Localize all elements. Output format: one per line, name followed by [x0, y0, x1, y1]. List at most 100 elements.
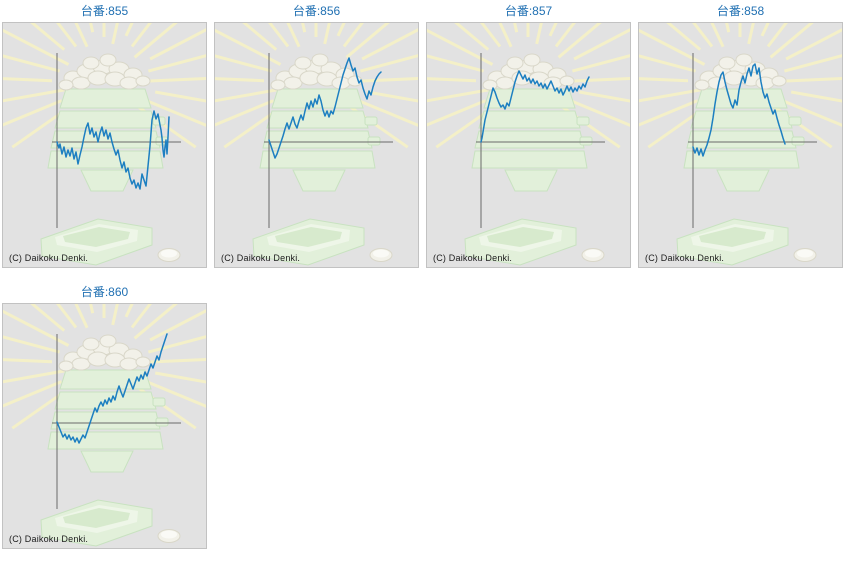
ball-pile — [270, 53, 363, 91]
light-ray — [639, 99, 699, 127]
light-ray — [760, 23, 770, 37]
light-ray — [498, 23, 513, 48]
light-ray — [639, 54, 696, 73]
machine-chart-panel: (C) Daikoku Denki. — [214, 22, 419, 268]
light-ray — [361, 28, 418, 61]
light-ray — [11, 111, 63, 149]
light-ray — [154, 371, 206, 384]
light-ray — [3, 77, 53, 83]
light-ray — [769, 23, 814, 59]
light-ray — [573, 28, 630, 61]
light-ray — [790, 90, 842, 103]
chart-line — [56, 333, 168, 444]
rays — [427, 23, 630, 149]
light-ray — [535, 23, 543, 45]
light-ray — [215, 99, 275, 127]
light-ray — [56, 304, 78, 329]
panel-title[interactable]: 台番:857 — [504, 4, 553, 18]
light-ray — [666, 23, 702, 51]
machine-chart-cell: 台番:855 — [2, 3, 207, 268]
light-ray — [143, 358, 206, 364]
light-ray — [145, 99, 206, 127]
light-ray — [779, 77, 842, 83]
light-ray — [639, 28, 706, 66]
light-ray — [785, 28, 842, 61]
lower-tray — [464, 218, 577, 266]
rays — [3, 304, 206, 430]
machine-illustration — [427, 23, 630, 266]
copyright-label: (C) Daikoku Denki. — [9, 253, 89, 263]
light-ray — [242, 23, 278, 51]
light-ray — [215, 77, 265, 83]
payout-graph — [639, 23, 842, 266]
chart-line — [268, 57, 382, 159]
light-ray — [345, 23, 390, 59]
light-ray — [357, 99, 418, 127]
light-ray — [149, 309, 206, 342]
light-ray — [145, 380, 206, 408]
machine-chart-panel: (C) Daikoku Denki. — [2, 303, 207, 549]
light-ray — [692, 23, 714, 48]
coin — [793, 248, 817, 262]
machine-chart-panel: (C) Daikoku Denki. — [2, 22, 207, 268]
light-ray — [3, 99, 63, 127]
light-ray — [3, 358, 53, 364]
chart-line — [692, 63, 786, 157]
lower-tray — [252, 218, 365, 266]
light-ray — [148, 54, 206, 73]
tray-stack — [47, 369, 169, 473]
light-ray — [133, 23, 178, 59]
copyright-label: (C) Daikoku Denki. — [9, 534, 89, 544]
light-ray — [784, 54, 842, 73]
light-ray — [74, 23, 89, 48]
light-ray — [639, 88, 701, 103]
light-ray — [133, 304, 178, 340]
light-ray — [30, 23, 66, 51]
light-ray — [766, 23, 788, 48]
light-ray — [427, 77, 477, 83]
light-ray — [427, 28, 494, 66]
coin — [369, 248, 393, 262]
payout-graph — [3, 304, 206, 547]
machine-chart-cell: 台番:858 — [638, 3, 843, 268]
machine-illustration — [3, 23, 206, 266]
copyright-label: (C) Daikoku Denki. — [221, 253, 301, 263]
light-ray — [286, 23, 301, 48]
lower-tray — [676, 218, 789, 266]
light-ray — [747, 23, 755, 45]
panel-title[interactable]: 台番:858 — [716, 4, 765, 18]
panel-title[interactable]: 台番:855 — [80, 4, 129, 18]
light-ray — [215, 28, 282, 66]
light-ray — [30, 304, 66, 332]
light-ray — [11, 392, 63, 430]
light-ray — [323, 23, 331, 45]
light-ray — [427, 99, 487, 127]
chart-grid: 台番:855 — [2, 3, 843, 549]
machine-chart-cell: 台番:857 — [426, 3, 631, 268]
panel-title[interactable]: 台番:856 — [292, 4, 341, 18]
panel-title[interactable]: 台番:860 — [80, 285, 129, 299]
tray-stack — [259, 88, 381, 192]
light-ray — [111, 23, 119, 45]
light-ray — [427, 54, 484, 73]
light-ray — [710, 23, 725, 48]
light-ray — [143, 77, 206, 83]
light-ray — [74, 304, 89, 329]
light-ray — [554, 23, 576, 48]
ball-pile — [58, 53, 151, 91]
light-ray — [548, 23, 558, 37]
light-ray — [215, 88, 277, 103]
axes — [52, 53, 181, 228]
light-ray — [3, 335, 60, 354]
light-ray — [578, 90, 630, 103]
light-ray — [647, 111, 699, 149]
rays — [215, 23, 418, 149]
light-ray — [3, 380, 63, 408]
light-ray — [130, 304, 152, 329]
light-ray — [454, 23, 490, 51]
tray-stack — [683, 88, 805, 192]
light-ray — [435, 111, 487, 149]
light-ray — [149, 28, 206, 61]
light-ray — [557, 23, 602, 59]
light-ray — [336, 23, 346, 37]
